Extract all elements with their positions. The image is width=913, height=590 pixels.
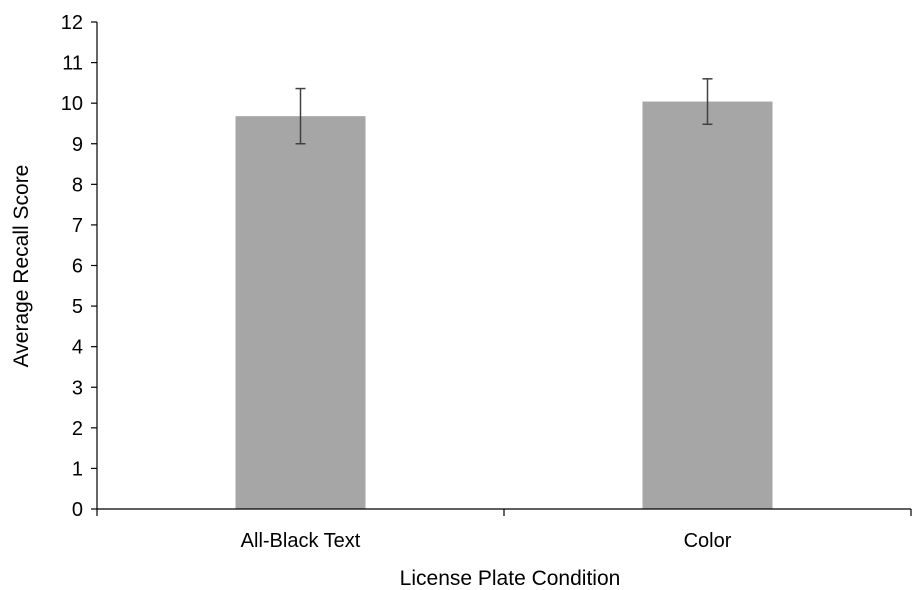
y-tick-label: 6	[72, 256, 83, 278]
axes	[96, 22, 912, 516]
x-axis-title: License Plate Condition	[400, 567, 621, 590]
y-tick-label: 1	[72, 458, 83, 480]
y-tick-label: 8	[72, 174, 83, 196]
x-axis-category-labels: All-Black Text Color	[241, 530, 732, 552]
y-tick-label: 0	[72, 499, 83, 521]
y-tick-label: 4	[72, 337, 83, 359]
y-tick-label: 5	[72, 296, 83, 318]
x-category-label: Color	[684, 530, 732, 552]
bar-all-black-text	[235, 116, 366, 510]
y-tick-label: 7	[72, 215, 83, 237]
bar-color	[642, 101, 773, 509]
y-tick-label: 3	[72, 377, 83, 399]
y-tick-label: 10	[61, 93, 83, 115]
y-tick-label: 11	[62, 53, 83, 75]
bars	[235, 101, 773, 510]
y-tick-label: 2	[72, 418, 83, 440]
y-tick-label: 9	[72, 134, 83, 156]
error-bars	[295, 78, 713, 145]
y-tick-label: 12	[61, 12, 83, 34]
x-category-label: All-Black Text	[241, 530, 361, 552]
y-axis-title: Average Recall Score	[10, 165, 33, 368]
